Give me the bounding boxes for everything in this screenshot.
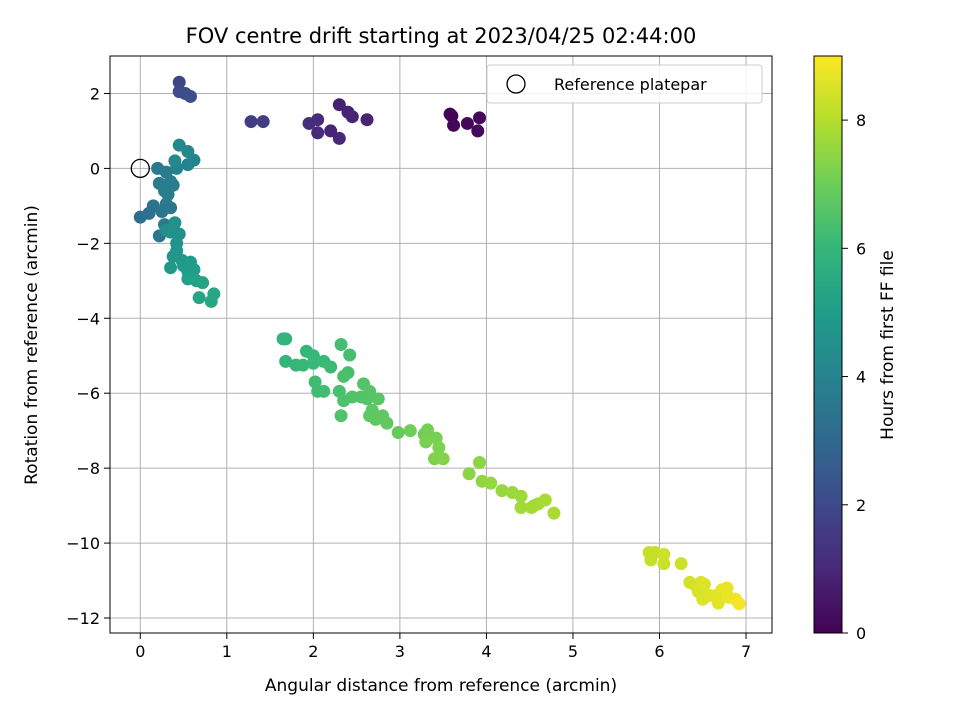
data-point — [432, 441, 446, 455]
data-point — [443, 107, 457, 121]
data-point — [279, 332, 293, 346]
data-point — [436, 452, 450, 466]
data-point — [345, 110, 359, 124]
data-point — [168, 154, 182, 168]
chart-title: FOV centre drift starting at 2023/04/25 … — [186, 24, 697, 48]
data-point — [391, 426, 405, 440]
data-point — [343, 348, 357, 362]
data-point — [256, 115, 270, 129]
colorbar-tick-label: 4 — [856, 368, 866, 387]
data-point — [296, 358, 310, 372]
legend-box — [486, 64, 763, 104]
x-tick-label: 4 — [481, 642, 491, 661]
colorbar-tick-label: 2 — [856, 496, 866, 515]
data-points — [133, 75, 746, 611]
data-point — [711, 596, 725, 610]
data-point — [657, 557, 671, 571]
data-point — [324, 124, 338, 138]
y-tick-label: 2 — [90, 84, 100, 103]
reference-marker — [130, 158, 150, 179]
x-axis-title: Angular distance from reference (arcmin) — [265, 676, 617, 696]
data-point — [332, 131, 346, 145]
colorbar-axis: 0 2 4 6 8 — [842, 111, 866, 643]
colorbar-title: Hours from first FF file — [878, 250, 898, 440]
data-point — [460, 116, 474, 130]
x-tick-label: 5 — [568, 642, 578, 661]
data-point — [279, 354, 293, 368]
x-tick-label: 6 — [654, 642, 664, 661]
y-tick-label: −8 — [76, 459, 100, 478]
data-point — [334, 409, 348, 423]
data-point — [164, 261, 178, 275]
data-point — [187, 263, 201, 277]
x-tick-label: 3 — [395, 642, 405, 661]
colorbar-tick-label: 0 — [856, 624, 866, 643]
data-point — [207, 287, 221, 301]
data-point — [421, 423, 435, 437]
y-tick-label: 0 — [90, 159, 100, 178]
data-point — [332, 98, 346, 112]
data-point — [324, 360, 338, 374]
data-point — [380, 416, 394, 430]
data-point — [674, 557, 688, 571]
y-axis-title: Rotation from reference (arcmin) — [22, 205, 42, 485]
y-tick-label: −2 — [76, 234, 100, 253]
data-point — [514, 489, 528, 503]
data-point — [732, 597, 746, 611]
data-point — [172, 138, 186, 152]
x-tick-label: 0 — [135, 642, 145, 661]
data-point — [363, 384, 377, 398]
colorbar-tick-label: 8 — [856, 111, 866, 130]
data-point — [371, 392, 385, 406]
legend-label: Reference platepar — [554, 75, 707, 94]
data-point — [306, 356, 320, 370]
data-point — [317, 384, 331, 398]
legend: Reference platepar — [486, 64, 763, 104]
y-tick-label: −6 — [76, 384, 100, 403]
data-point — [403, 424, 417, 438]
data-point — [514, 500, 528, 514]
y-tick-label: −4 — [76, 309, 100, 328]
data-point — [419, 435, 433, 449]
colorbar-tick-label: 6 — [856, 239, 866, 258]
data-point — [337, 369, 351, 383]
x-tick-label: 7 — [741, 642, 751, 661]
y-tick-label: −10 — [66, 534, 100, 553]
data-point — [473, 111, 487, 125]
data-point — [302, 116, 316, 130]
data-point — [161, 188, 175, 202]
data-point — [447, 118, 461, 132]
data-point — [311, 126, 325, 140]
y-tick-label: −12 — [66, 609, 100, 628]
data-point — [172, 75, 186, 89]
data-point — [462, 467, 476, 481]
data-point — [334, 338, 348, 351]
data-point — [657, 547, 671, 561]
legend-marker-icon — [506, 74, 526, 94]
x-axis: 0 1 2 3 4 5 6 7 — [135, 633, 751, 661]
plot-area — [110, 56, 772, 633]
data-point — [473, 456, 487, 470]
x-tick-label: 2 — [308, 642, 318, 661]
data-point — [183, 89, 197, 103]
data-point — [495, 484, 509, 498]
data-point — [698, 577, 712, 591]
data-point — [196, 276, 210, 290]
data-point — [360, 113, 374, 127]
grid — [110, 56, 772, 633]
colorbar — [813, 55, 843, 634]
data-point — [484, 476, 498, 490]
data-point — [547, 506, 561, 520]
x-tick-label: 1 — [222, 642, 232, 661]
plot-frame — [109, 55, 773, 634]
data-point — [244, 115, 258, 129]
data-point — [538, 493, 552, 507]
data-point — [471, 124, 485, 138]
data-point — [192, 291, 206, 305]
y-axis: −12 −10 −8 −6 −4 −2 0 2 — [66, 84, 110, 628]
